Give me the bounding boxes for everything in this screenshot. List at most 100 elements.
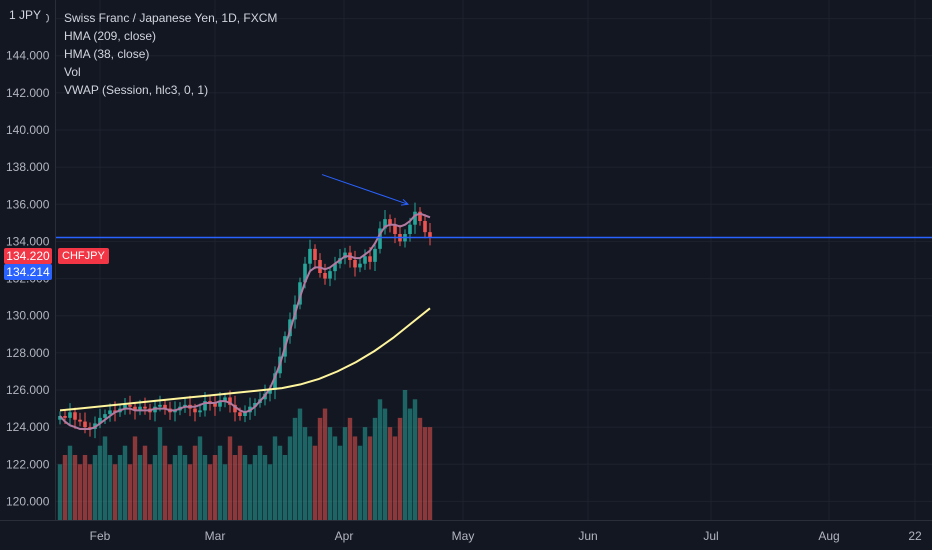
candle-body: [203, 401, 207, 411]
volume-bar: [217, 445, 223, 520]
volume-bar: [332, 436, 338, 520]
volume-bar: [262, 455, 268, 520]
candle-body: [373, 248, 377, 262]
candle-body: [58, 416, 62, 420]
y-tick-label: 124.000: [6, 420, 50, 434]
chart-legend: Swiss Franc / Japanese Yen, 1D, FXCM HMA…: [64, 9, 277, 99]
volume-bars: [57, 390, 433, 520]
volume-bar: [62, 455, 68, 520]
candle-body: [333, 263, 337, 272]
y-tick-label: 120.000: [6, 494, 50, 508]
candle-body: [273, 373, 277, 390]
volume-bar: [157, 427, 163, 520]
volume-bar: [392, 436, 398, 520]
volume-bar: [242, 455, 248, 520]
volume-bar: [362, 427, 368, 520]
volume-bar: [177, 445, 183, 520]
volume-bar: [377, 399, 383, 520]
x-tick-label: Jul: [703, 529, 718, 543]
candle-body: [428, 232, 432, 238]
candle-body: [328, 271, 332, 279]
volume-bar: [402, 390, 408, 520]
candle-body: [418, 211, 422, 221]
volume-bar: [352, 436, 358, 520]
annotation-arrow-head: [400, 198, 410, 206]
volume-bar: [357, 445, 363, 520]
candle-body: [223, 397, 227, 402]
symbol-label: CHFJPY: [58, 248, 109, 264]
volume-bar: [342, 427, 348, 520]
volume-bar: [122, 445, 128, 520]
legend-hma-209[interactable]: HMA (209, close): [64, 29, 157, 43]
candle-body: [108, 410, 112, 415]
y-tick-label: 144.000: [6, 49, 50, 63]
volume-bar: [172, 455, 178, 520]
legend-hma-38[interactable]: HMA (38, close): [64, 47, 150, 61]
volume-bar: [162, 445, 168, 520]
candle-body: [123, 404, 127, 409]
x-tick-label: Feb: [90, 529, 111, 543]
time-axis: Feb Mar Apr May Jun Jul Aug 22: [90, 529, 922, 543]
candle-body: [103, 414, 107, 418]
volume-bar: [292, 417, 298, 520]
volume-bar: [372, 417, 378, 520]
volume-bar: [67, 445, 73, 520]
y-tick-label: 130.000: [6, 309, 50, 323]
candle-body: [243, 412, 247, 416]
volume-bar: [307, 436, 313, 520]
last-price-label: 134.220: [4, 248, 52, 264]
candle-body: [408, 224, 412, 234]
x-tick-label: Jun: [578, 529, 597, 543]
volume-bar: [207, 464, 213, 520]
volume-bar: [407, 408, 413, 520]
x-tick-label: May: [452, 529, 475, 543]
candle-body: [63, 416, 67, 418]
volume-bar: [387, 427, 393, 520]
volume-bar: [317, 417, 323, 520]
candle-body: [233, 404, 237, 413]
volume-bar: [252, 455, 258, 520]
hma-209-line: [59, 307, 431, 412]
x-tick-label: Aug: [818, 529, 839, 543]
volume-bar: [222, 464, 228, 520]
legend-title: Swiss Franc / Japanese Yen, 1D, FXCM: [64, 11, 278, 25]
volume-bar: [382, 408, 388, 520]
volume-bar: [322, 408, 328, 520]
y-tick-label: 128.000: [6, 346, 50, 360]
candle-body: [228, 397, 232, 405]
volume-bar: [422, 427, 428, 520]
volume-bar: [412, 399, 418, 520]
volume-bar: [137, 455, 143, 520]
volume-bar: [77, 464, 83, 520]
volume-bar: [112, 464, 118, 520]
candle-body: [368, 256, 372, 262]
legend-vol[interactable]: Vol: [64, 65, 81, 79]
volume-bar: [277, 445, 283, 520]
volume-bar: [282, 455, 288, 520]
volume-bar: [57, 464, 63, 520]
candle-body: [253, 403, 257, 407]
candle-body: [98, 417, 102, 424]
y-tick-label: 122.000: [6, 457, 50, 471]
volume-bar: [142, 445, 148, 520]
candle-body: [68, 412, 72, 418]
candle-body: [163, 404, 167, 409]
currency-badge[interactable]: 1 JPY: [4, 6, 46, 24]
candle-body: [383, 219, 387, 229]
candle-body: [358, 263, 362, 268]
volume-bar: [232, 455, 238, 520]
volume-bar: [187, 464, 193, 520]
volume-bar: [152, 455, 158, 520]
candle-body: [298, 282, 302, 305]
volume-bar: [197, 436, 203, 520]
candle-body: [388, 219, 392, 225]
candle-body: [363, 256, 367, 264]
volume-bar: [182, 455, 188, 520]
annotation-arrow-line: [321, 174, 409, 205]
legend-vwap[interactable]: VWAP (Session, hlc3, 0, 1): [64, 83, 209, 97]
candle-body: [303, 263, 307, 283]
candle-body: [413, 211, 417, 225]
x-tick-label: Apr: [335, 529, 354, 543]
volume-bar: [397, 417, 403, 520]
